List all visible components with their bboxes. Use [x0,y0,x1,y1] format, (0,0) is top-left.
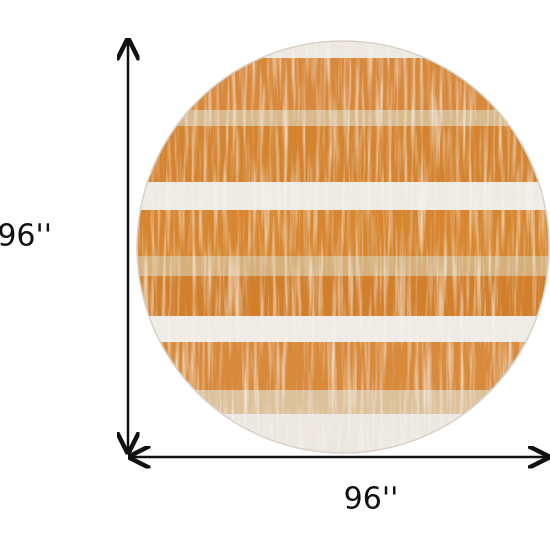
height-label: 96'' [0,219,52,254]
width-label: 96'' [344,482,399,517]
